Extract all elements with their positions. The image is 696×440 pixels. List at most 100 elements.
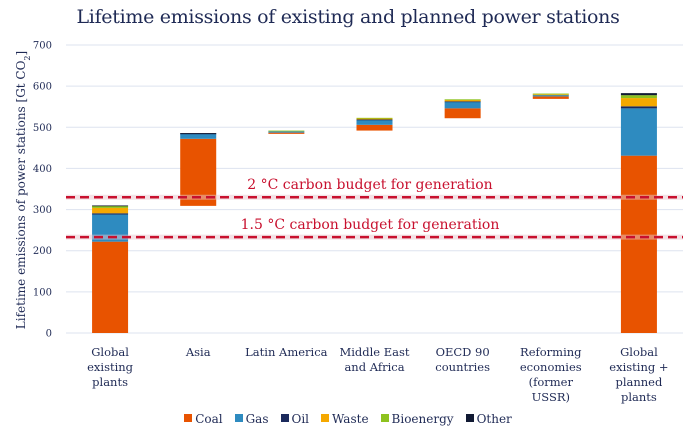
- legend-label: Bioenergy: [391, 412, 454, 426]
- x-category-label: Global existing plants: [87, 345, 134, 389]
- bar-stack: [620, 93, 657, 333]
- y-tick-label: 0: [46, 329, 52, 340]
- y-tick-label: 200: [33, 246, 52, 257]
- legend-swatch: [321, 414, 330, 422]
- bar-segment-coal: [532, 96, 569, 99]
- y-tick-label: 300: [33, 205, 52, 216]
- y-tick-label: 500: [33, 123, 52, 134]
- y-tick-label: 400: [33, 164, 52, 175]
- bar-stack: [532, 93, 569, 99]
- x-category-label-line: Global: [91, 345, 129, 359]
- bar-segment-gas: [532, 94, 569, 97]
- y-axis-title: Lifetime emissions of power stations [Gt…: [14, 51, 32, 329]
- bar-segment-coal: [444, 108, 481, 119]
- bar-segment-gas: [356, 119, 393, 125]
- legend-item-oil: Oil: [280, 412, 310, 426]
- x-category-label-line: existing: [87, 360, 134, 374]
- legend-swatch: [184, 414, 193, 422]
- legend-swatch: [280, 414, 289, 422]
- chart-title: Lifetime emissions of existing and plann…: [76, 6, 620, 28]
- reference-line-label: 2 °C carbon budget for generation: [247, 177, 492, 193]
- x-category-label-line: countries: [435, 360, 490, 374]
- bar-stack: [92, 205, 129, 333]
- bar-segment-coal: [356, 124, 393, 131]
- legend-item-gas: Gas: [234, 412, 269, 426]
- bar-segment-waste: [92, 207, 129, 214]
- reference-line-label: 1.5 °C carbon budget for generation: [241, 217, 500, 233]
- bar-segment-oil: [92, 213, 129, 215]
- bar-stack: [268, 130, 305, 134]
- bar-segment-coal: [620, 155, 657, 333]
- gridlines: [66, 44, 683, 334]
- bar-segment-other: [180, 133, 217, 134]
- legend-swatch: [465, 414, 474, 422]
- legend-swatch: [234, 414, 243, 422]
- legend-item-waste: Waste: [321, 412, 369, 426]
- bar-segment-oil: [356, 119, 393, 121]
- x-category-label-line: Global: [620, 345, 658, 359]
- x-category-label-line: existing +: [609, 360, 668, 374]
- x-category-label-line: plants: [621, 390, 657, 404]
- bar-segment-bioenergy: [532, 93, 569, 95]
- y-tick-label: 100: [33, 287, 52, 298]
- bar-stack: [356, 117, 393, 131]
- bar-segment-waste: [356, 118, 393, 120]
- bar-segment-coal: [180, 138, 217, 206]
- bar-segment-gas: [444, 101, 481, 109]
- bar-segment-gas: [180, 133, 217, 139]
- legend-item-coal: Coal: [184, 412, 223, 426]
- x-category-label-line: Latin America: [245, 345, 327, 359]
- bar-stack: [444, 99, 481, 119]
- x-category-label: OECD 90 countries: [435, 345, 490, 374]
- legend-label: Oil: [291, 412, 310, 426]
- bar-segment-other: [92, 205, 129, 207]
- bar-segment-waste: [532, 94, 569, 96]
- bar-segment-other: [620, 93, 657, 96]
- y-axis-title-main: Lifetime emissions of power stations [Gt…: [14, 60, 28, 329]
- bar-segment-gas: [620, 108, 657, 156]
- x-category-label-line: (former: [529, 375, 574, 389]
- bar-segment-waste: [444, 99, 481, 102]
- legend-label: Gas: [245, 412, 269, 426]
- bar-segment-coal: [92, 241, 129, 333]
- x-category-label-line: Reforming: [520, 345, 582, 359]
- legend-item-bioenergy: Bioenergy: [380, 412, 454, 426]
- bar-segment-bioenergy: [92, 205, 129, 208]
- y-tick-label: 700: [33, 41, 52, 52]
- legend-label: Other: [476, 412, 512, 426]
- x-category-label-line: economies: [520, 360, 582, 374]
- bar-segment-waste: [620, 98, 657, 107]
- legend: Coal Gas Oil Waste Bioenergy Other: [0, 412, 696, 426]
- x-category-label: Latin America: [245, 345, 327, 359]
- bar-stack: [180, 133, 217, 206]
- bar-segment-bioenergy: [620, 95, 657, 99]
- bars: [92, 93, 657, 333]
- x-category-label: Asia: [185, 345, 211, 359]
- bar-segment-bioenergy: [444, 99, 481, 101]
- legend-swatch: [380, 414, 389, 422]
- x-category-label-line: Asia: [185, 345, 211, 359]
- y-axis-ticks: 0 100 200 300 400 500 600 700: [33, 41, 52, 340]
- x-category-label: Reforming economies (former USSR): [520, 345, 582, 404]
- bar-segment-gas: [268, 131, 305, 133]
- y-axis-title-subscript: 2: [23, 55, 32, 60]
- legend-item-other: Other: [465, 412, 512, 426]
- legend-label: Coal: [195, 412, 223, 426]
- reference-lines: 2 °C carbon budget for generation 1.5 °C …: [66, 177, 683, 240]
- y-tick-label: 600: [33, 82, 52, 93]
- x-category-label-line: OECD 90: [436, 345, 490, 359]
- bar-segment-oil: [620, 106, 657, 109]
- y-axis-title-end: ]: [14, 51, 28, 56]
- bar-segment-oil: [444, 101, 481, 103]
- x-category-label: Global existing + planned plants: [609, 345, 668, 404]
- x-category-label-line: USSR): [532, 390, 570, 404]
- x-category-label-line: planned: [615, 375, 663, 389]
- legend-label: Waste: [332, 412, 369, 426]
- x-category-label-line: and Africa: [344, 360, 404, 374]
- bar-segment-coal: [268, 132, 305, 134]
- x-category-label: Middle East and Africa: [339, 345, 409, 374]
- bar-segment-oil: [180, 133, 217, 135]
- x-category-label-line: plants: [92, 375, 128, 389]
